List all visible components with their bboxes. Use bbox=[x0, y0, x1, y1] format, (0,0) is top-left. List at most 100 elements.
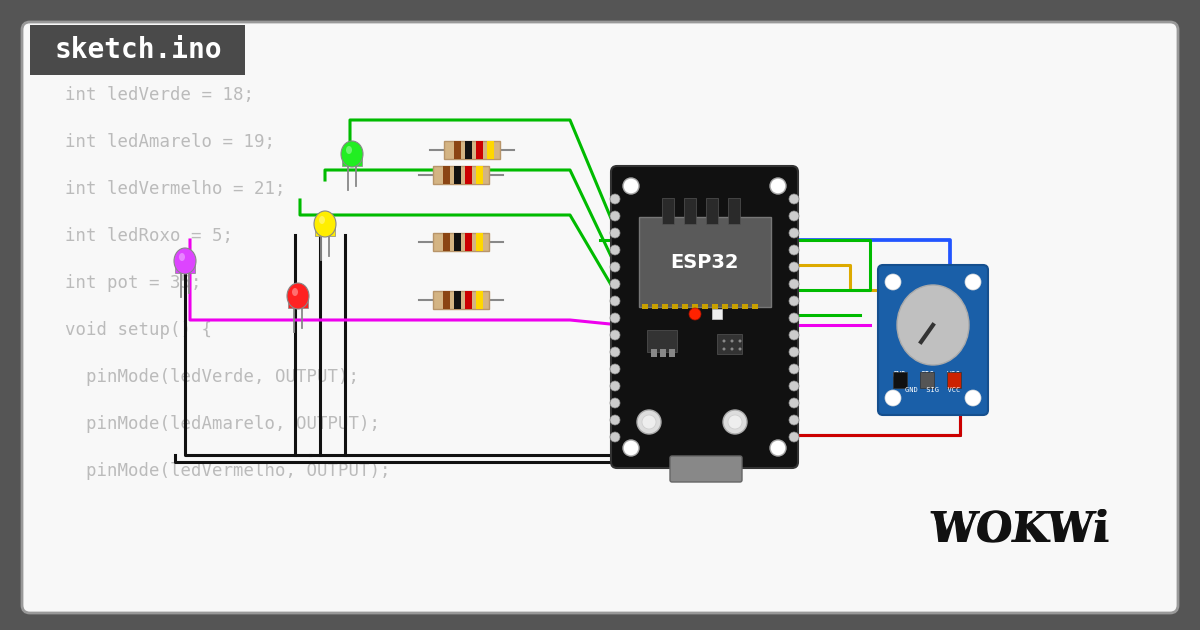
Ellipse shape bbox=[898, 285, 970, 365]
Bar bbox=[444, 141, 500, 159]
FancyBboxPatch shape bbox=[670, 456, 742, 482]
Circle shape bbox=[610, 398, 620, 408]
Ellipse shape bbox=[346, 146, 352, 154]
Bar bbox=[682, 304, 688, 309]
Circle shape bbox=[722, 410, 746, 434]
Bar bbox=[652, 304, 658, 309]
Circle shape bbox=[722, 340, 726, 343]
Circle shape bbox=[965, 390, 982, 406]
Text: int ledRoxo = 5;: int ledRoxo = 5; bbox=[65, 227, 233, 245]
Bar bbox=[893, 372, 907, 388]
Text: int pot = 35;: int pot = 35; bbox=[65, 274, 202, 292]
Circle shape bbox=[623, 440, 640, 456]
Bar bbox=[443, 233, 450, 251]
Circle shape bbox=[965, 274, 982, 290]
Circle shape bbox=[722, 348, 726, 350]
Bar bbox=[920, 372, 934, 388]
Circle shape bbox=[610, 313, 620, 323]
FancyBboxPatch shape bbox=[611, 166, 798, 468]
Circle shape bbox=[790, 415, 799, 425]
Circle shape bbox=[790, 347, 799, 357]
Bar bbox=[342, 158, 362, 166]
Bar bbox=[712, 304, 718, 309]
Text: ESP32: ESP32 bbox=[671, 253, 739, 272]
Text: GND: GND bbox=[893, 370, 907, 379]
Circle shape bbox=[790, 432, 799, 442]
Circle shape bbox=[623, 178, 640, 194]
Circle shape bbox=[610, 245, 620, 255]
Circle shape bbox=[790, 364, 799, 374]
Text: pinMode(ledVerde, OUTPUT);: pinMode(ledVerde, OUTPUT); bbox=[65, 368, 359, 386]
Bar bbox=[466, 291, 472, 309]
Bar bbox=[288, 300, 308, 308]
Circle shape bbox=[731, 348, 733, 350]
Circle shape bbox=[790, 211, 799, 221]
Bar bbox=[454, 291, 461, 309]
Bar bbox=[476, 166, 482, 184]
Circle shape bbox=[790, 194, 799, 204]
Ellipse shape bbox=[292, 288, 298, 296]
Ellipse shape bbox=[179, 253, 185, 261]
Circle shape bbox=[610, 347, 620, 357]
Bar bbox=[718, 334, 742, 354]
Circle shape bbox=[790, 296, 799, 306]
Bar bbox=[454, 141, 461, 159]
Circle shape bbox=[637, 410, 661, 434]
Bar bbox=[487, 141, 494, 159]
Text: int ledVerde = 18;: int ledVerde = 18; bbox=[65, 86, 254, 104]
Bar bbox=[642, 304, 648, 309]
Circle shape bbox=[610, 381, 620, 391]
FancyBboxPatch shape bbox=[878, 265, 988, 415]
Bar bbox=[712, 309, 722, 319]
Bar bbox=[443, 291, 450, 309]
FancyBboxPatch shape bbox=[22, 22, 1178, 613]
Text: int ledAmarelo = 19;: int ledAmarelo = 19; bbox=[65, 133, 275, 151]
Circle shape bbox=[610, 279, 620, 289]
Bar bbox=[466, 166, 472, 184]
Circle shape bbox=[770, 440, 786, 456]
Text: sketch.ino: sketch.ino bbox=[54, 36, 222, 64]
Circle shape bbox=[790, 228, 799, 238]
Circle shape bbox=[610, 262, 620, 272]
Text: pinMode(ledAmarelo, OUTPUT);: pinMode(ledAmarelo, OUTPUT); bbox=[65, 415, 380, 433]
Bar bbox=[706, 198, 718, 224]
Circle shape bbox=[770, 178, 786, 194]
Text: WOKWi: WOKWi bbox=[930, 509, 1110, 551]
Bar bbox=[433, 233, 490, 251]
Circle shape bbox=[886, 274, 901, 290]
Text: void setup() {: void setup() { bbox=[65, 321, 212, 339]
Bar bbox=[650, 349, 658, 357]
Circle shape bbox=[790, 330, 799, 340]
Bar bbox=[454, 233, 461, 251]
Bar bbox=[433, 166, 490, 184]
Bar bbox=[692, 304, 698, 309]
Bar bbox=[728, 198, 740, 224]
Circle shape bbox=[738, 340, 742, 343]
Bar bbox=[30, 25, 245, 75]
Bar bbox=[947, 372, 961, 388]
Bar bbox=[314, 228, 335, 236]
Bar bbox=[702, 304, 708, 309]
Bar bbox=[670, 349, 674, 357]
Circle shape bbox=[610, 296, 620, 306]
Circle shape bbox=[790, 245, 799, 255]
Bar bbox=[672, 304, 678, 309]
Bar bbox=[476, 233, 482, 251]
Bar bbox=[684, 198, 696, 224]
Circle shape bbox=[886, 390, 901, 406]
Text: VCC: VCC bbox=[947, 370, 961, 379]
Circle shape bbox=[731, 340, 733, 343]
Bar bbox=[752, 304, 758, 309]
Bar bbox=[662, 198, 674, 224]
Bar bbox=[476, 291, 482, 309]
Ellipse shape bbox=[314, 211, 336, 237]
Circle shape bbox=[610, 415, 620, 425]
Bar bbox=[175, 265, 194, 273]
Text: int ledVermelho = 21;: int ledVermelho = 21; bbox=[65, 180, 286, 198]
Bar bbox=[466, 233, 472, 251]
Bar bbox=[655, 195, 755, 227]
Ellipse shape bbox=[341, 141, 364, 167]
Bar bbox=[647, 330, 677, 352]
Text: WOKWi: WOKWi bbox=[930, 509, 1110, 551]
Text: SIG: SIG bbox=[920, 370, 934, 379]
